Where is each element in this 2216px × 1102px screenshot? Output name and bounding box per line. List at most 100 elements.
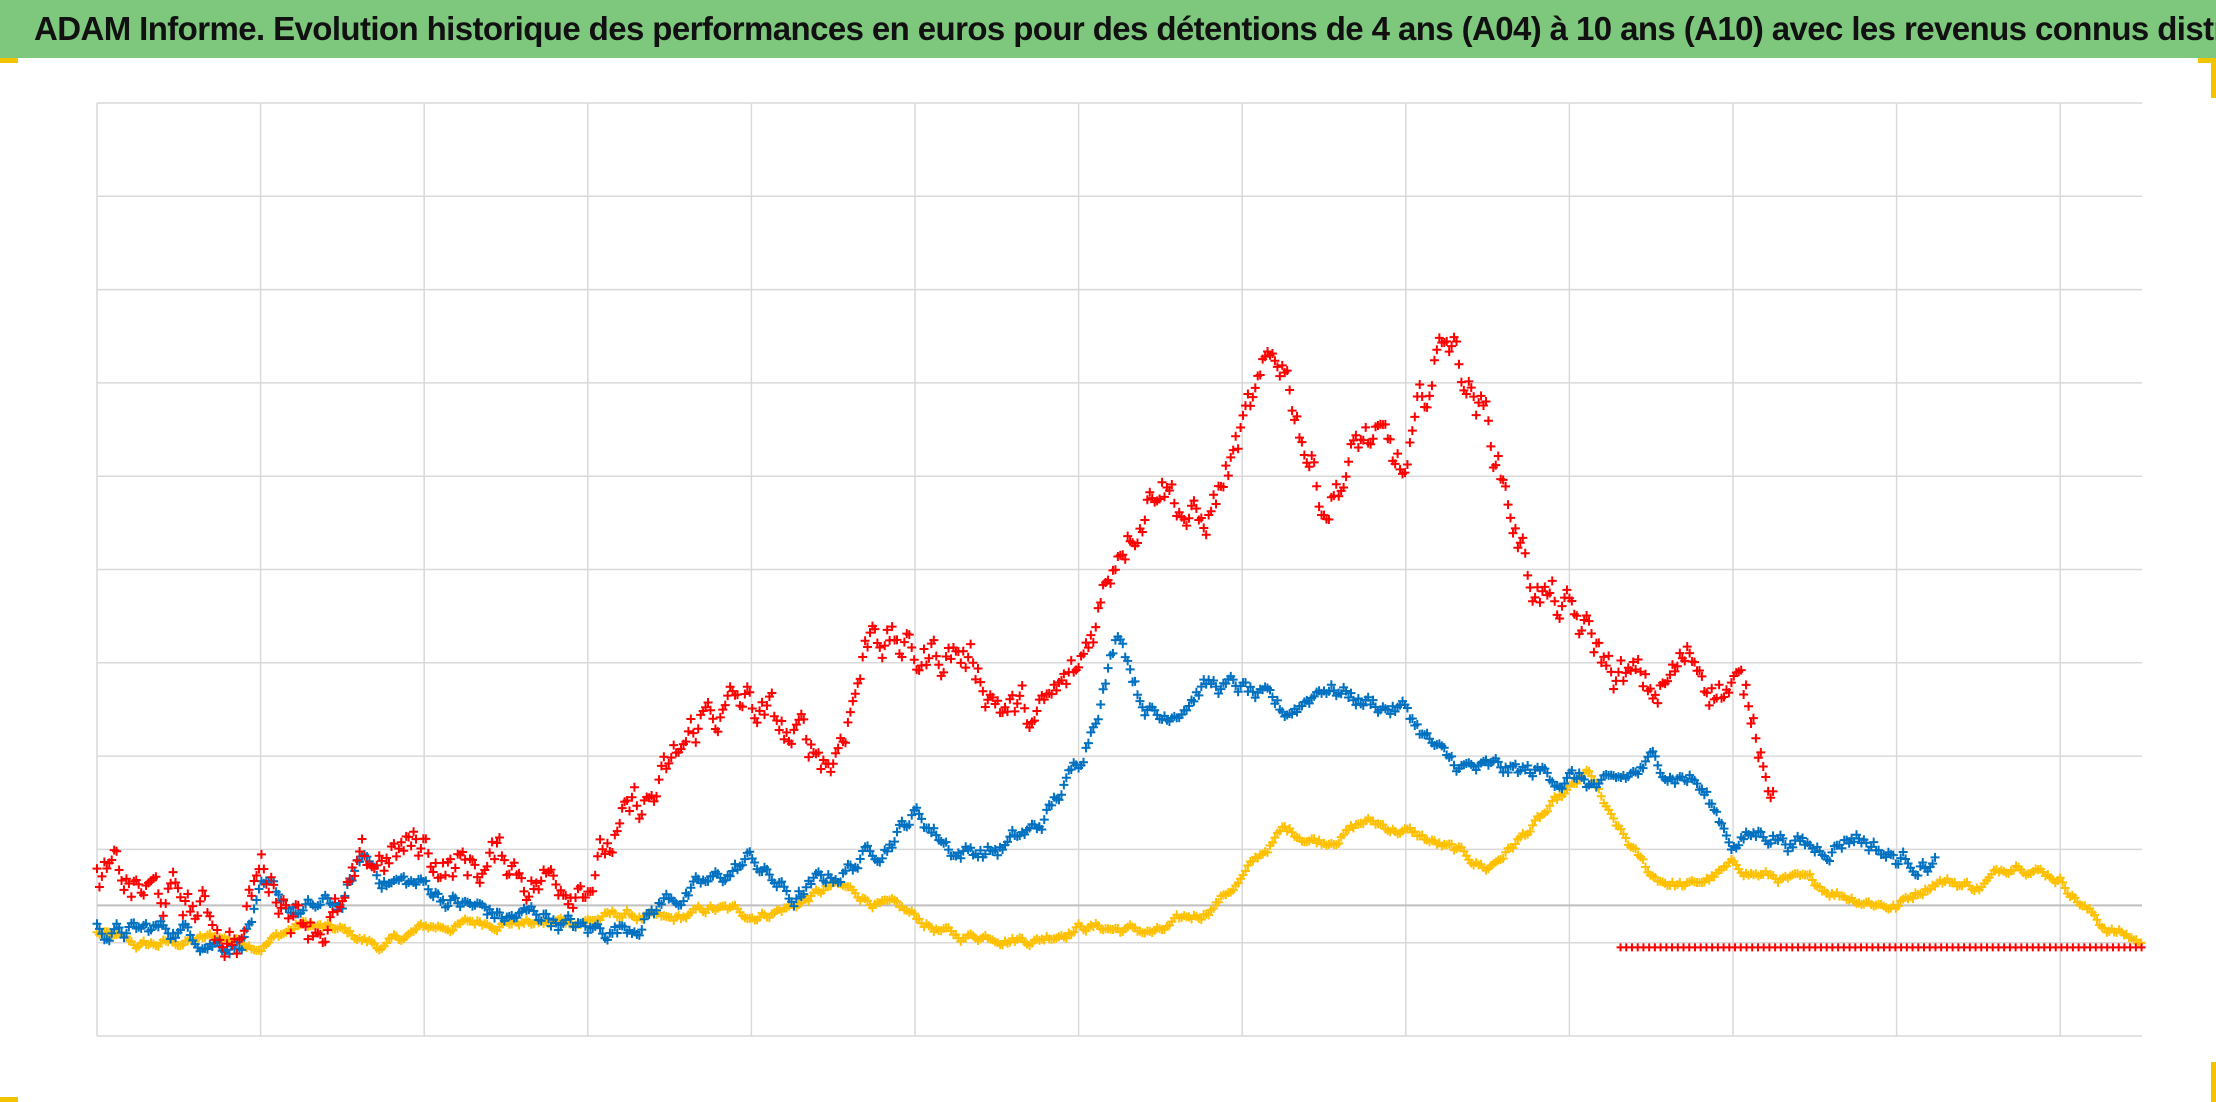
data-point [546,865,556,875]
data-point [1240,677,1250,687]
data-point [350,871,360,881]
data-point [1405,438,1415,448]
data-point [1250,383,1260,393]
data-point [988,692,998,702]
data-point [450,863,460,873]
data-point [1508,528,1518,538]
data-point [715,712,725,722]
data-point [1167,479,1177,489]
data-point [865,628,875,638]
data-point [421,834,431,844]
data-point [1422,402,1432,412]
data-point [580,921,590,931]
data-point [1893,859,1903,869]
data-point [1739,834,1749,844]
data-point [279,895,289,905]
data-point [384,858,394,868]
data-point [271,897,281,907]
data-point [1893,901,1903,911]
data-point [1304,698,1314,708]
data-point [391,851,401,861]
data-point [1898,847,1908,857]
data-point [1756,747,1766,757]
data-point [610,922,620,932]
data-point [637,925,647,935]
data-point [683,890,693,900]
data-point [929,823,939,833]
data-point [1400,468,1410,478]
data-point [195,896,205,906]
data-point [1712,807,1722,817]
data-point [252,895,262,905]
data-point [1339,482,1349,492]
data-point [1807,875,1817,885]
data-point [2092,915,2102,925]
corner-accent-top-left [0,58,18,63]
data-point [1454,359,1464,369]
data-point [298,905,308,915]
data-point [737,702,747,712]
data-point [762,864,772,874]
data-point [691,737,701,747]
data-point [907,642,917,652]
data-point [1577,626,1587,636]
data-point [919,644,929,654]
data-point [207,920,217,930]
data-point [416,844,426,854]
data-point [1753,753,1763,763]
data-point [855,674,865,684]
data-point [1636,667,1646,677]
data-point [445,854,455,864]
data-point [1263,847,1273,857]
data-point [1380,419,1390,429]
plot-layer [92,332,2146,961]
data-point [448,871,458,881]
data-point [293,900,303,910]
data-point [1331,479,1341,489]
data-point [372,860,382,870]
data-point [939,667,949,677]
data-point [708,714,718,724]
data-point [1493,451,1503,461]
corner-accent-top-right [2198,58,2216,63]
data-point [1245,682,1255,692]
data-point [301,922,311,932]
data-point [249,876,259,886]
data-point [1616,655,1626,665]
data-point [168,867,178,877]
data-point [1653,760,1663,770]
data-point [1481,396,1491,406]
data-point [892,897,902,907]
data-point [917,814,927,824]
data-point [2090,910,2100,920]
data-point [1091,622,1101,632]
data-point [1186,501,1196,511]
data-point [389,839,399,849]
data-point [112,846,122,856]
data-point [377,883,387,893]
data-point [242,901,252,911]
data-point [904,820,914,830]
data-point [1184,701,1194,711]
data-point [745,687,755,697]
data-point [595,834,605,844]
data-point [225,927,235,937]
data-point [1285,385,1295,395]
data-point [845,707,855,717]
data-point [1584,766,1594,776]
data-point [1719,824,1729,834]
data-point [1037,824,1047,834]
data-point [1631,665,1641,675]
data-point [1694,666,1704,676]
data-point [198,886,208,896]
data-point [806,740,816,750]
data-point [1778,833,1788,843]
data-point [1739,689,1749,699]
data-point [1609,684,1619,694]
data-point [482,861,492,871]
data-point [546,921,556,931]
data-point [575,881,585,891]
data-point [492,838,502,848]
data-point [887,622,897,632]
data-point [975,677,985,687]
